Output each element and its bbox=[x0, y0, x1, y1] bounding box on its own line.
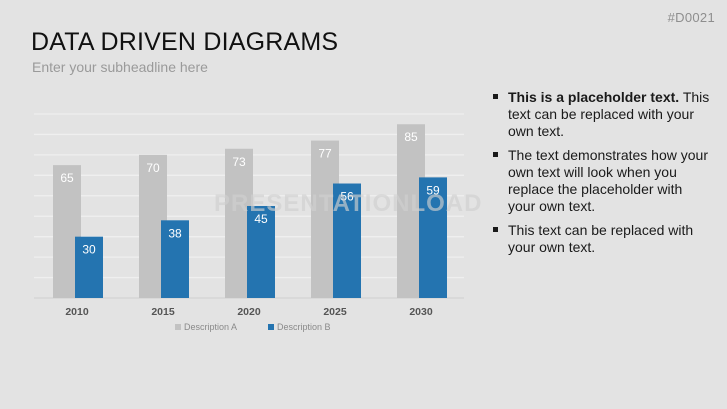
x-tick-label: 2030 bbox=[409, 306, 433, 318]
x-tick-label: 2025 bbox=[323, 306, 347, 318]
bullet-text: The text demonstrates how your own text … bbox=[508, 147, 708, 214]
bullet-text: This text can be replaced with your own … bbox=[508, 222, 694, 255]
x-tick-label: 2020 bbox=[237, 306, 261, 318]
x-tick-label: 2010 bbox=[65, 306, 89, 318]
bar-description-b bbox=[333, 183, 361, 298]
data-label: 59 bbox=[426, 183, 440, 197]
data-label: 65 bbox=[60, 171, 74, 185]
data-label: 56 bbox=[340, 190, 354, 204]
data-label: 85 bbox=[404, 130, 418, 144]
legend-label: Description B bbox=[277, 322, 331, 332]
data-label: 45 bbox=[254, 212, 268, 226]
bullet-item: The text demonstrates how your own text … bbox=[492, 147, 712, 215]
bar-description-b bbox=[247, 206, 275, 298]
bar-description-b bbox=[419, 177, 447, 298]
bullet-marker-icon bbox=[493, 152, 498, 157]
bullet-item: This is a placeholder text. This text ca… bbox=[492, 89, 712, 140]
bullet-text: This text can be replaced with your own … bbox=[508, 89, 710, 139]
legend-swatch bbox=[175, 324, 181, 330]
bar-description-b bbox=[161, 220, 189, 298]
page-title: DATA DRIVEN DIAGRAMS bbox=[31, 28, 339, 56]
data-label: 77 bbox=[318, 147, 332, 161]
bar-description-b bbox=[75, 236, 103, 298]
page-subtitle: Enter your subheadline here bbox=[32, 59, 208, 75]
legend-swatch bbox=[268, 324, 274, 330]
data-label: 30 bbox=[82, 243, 96, 257]
bullet-item: This text can be replaced with your own … bbox=[492, 222, 712, 256]
legend-label: Description A bbox=[184, 322, 237, 332]
bullet-bold-text: This is a placeholder text. bbox=[508, 89, 680, 105]
slide-id: #D0021 bbox=[667, 10, 715, 25]
bullet-marker-icon bbox=[493, 227, 498, 232]
data-label: 38 bbox=[168, 226, 182, 240]
watermark-logo: PRESENTATIONLOAD bbox=[214, 190, 483, 217]
data-label: 70 bbox=[146, 161, 160, 175]
x-tick-label: 2015 bbox=[151, 306, 175, 318]
data-label: 73 bbox=[232, 155, 246, 169]
bullet-list: This is a placeholder text. This text ca… bbox=[492, 89, 712, 263]
bullet-marker-icon bbox=[493, 94, 498, 99]
